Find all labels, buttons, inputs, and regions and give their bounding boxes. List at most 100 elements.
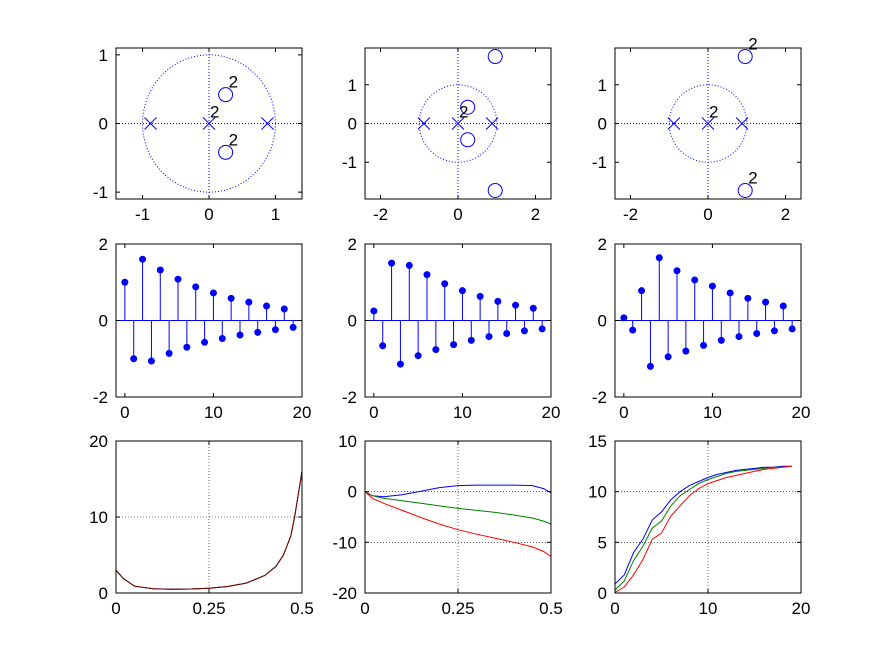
y-tick-label: 0 <box>598 584 607 603</box>
stem-marker <box>735 333 743 341</box>
stem-marker <box>458 287 466 295</box>
plot-area <box>615 465 792 593</box>
pole-multiplicity-label: 2 <box>459 103 468 122</box>
stem-marker <box>638 287 646 295</box>
stem-marker <box>165 349 173 357</box>
zero-multiplicity-label: 2 <box>229 73 238 92</box>
y-tick-label: -2 <box>342 388 357 407</box>
y-tick-label: 0 <box>598 115 607 134</box>
stem-marker <box>753 330 761 338</box>
y-tick-label: -20 <box>332 584 357 603</box>
stem-marker <box>236 331 244 339</box>
x-tick-label: 20 <box>293 403 312 422</box>
stem-marker <box>700 341 708 349</box>
y-tick-label: -2 <box>592 388 607 407</box>
x-tick-label: 0 <box>369 403 378 422</box>
y-tick-label: 10 <box>89 508 108 527</box>
pole-marker <box>451 117 465 130</box>
subplot-2-3: 0 10 20 -2 0 2 <box>592 235 811 422</box>
series-line-2 <box>365 491 551 525</box>
stem-marker <box>629 326 637 334</box>
stem-marker <box>762 298 770 306</box>
plot-area <box>116 255 302 365</box>
subplot-3-3: 0 10 20 0 5 10 15 <box>588 432 810 618</box>
series-line-1 <box>365 484 551 498</box>
stem-marker <box>201 338 209 346</box>
x-tick-label: 0 <box>120 403 129 422</box>
y-tick-label: -10 <box>332 533 357 552</box>
pole-marker <box>261 117 274 130</box>
zero-multiplicity-label: 2 <box>229 130 238 149</box>
stem-marker <box>218 334 226 342</box>
plot-area <box>365 259 551 368</box>
x-tick-label: 2 <box>781 205 790 224</box>
zero-marker <box>737 182 753 198</box>
pole-marker <box>667 117 681 130</box>
x-tick-label: 0 <box>703 205 712 224</box>
y-tick-label: 0 <box>348 312 357 331</box>
stem-marker <box>271 326 279 334</box>
subplot-1-3: 2 2 2 -2 0 2 -1 0 1 <box>592 35 802 224</box>
stem-marker <box>744 294 752 302</box>
stem-marker <box>494 297 502 305</box>
stem-marker <box>770 327 778 335</box>
zero-multiplicity-label: 2 <box>748 35 757 54</box>
y-tick-label: 2 <box>348 235 357 254</box>
stem-marker <box>423 271 431 279</box>
stem-marker <box>379 342 387 350</box>
x-tick-label: 0 <box>453 205 462 224</box>
plot-area <box>615 254 801 370</box>
x-tick-label: 0 <box>610 599 619 618</box>
x-tick-label: 0.25 <box>441 599 474 618</box>
x-tick-label: -1 <box>135 205 150 224</box>
stem-marker <box>476 292 484 300</box>
x-tick-label: 2 <box>531 205 540 224</box>
series-line-3 <box>365 491 551 557</box>
stem-marker <box>691 276 699 284</box>
zero-marker <box>460 99 476 115</box>
zero-multiplicity-label: 2 <box>748 168 757 187</box>
y-tick-label: 2 <box>598 235 607 254</box>
y-tick-label: -1 <box>592 153 607 172</box>
stem-marker <box>673 267 681 275</box>
plot-area <box>365 484 551 557</box>
stem-marker <box>121 278 129 286</box>
stem-marker <box>538 325 546 333</box>
stem-marker <box>432 346 440 354</box>
x-tick-label: -2 <box>623 205 638 224</box>
x-tick-label: 0.5 <box>539 599 563 618</box>
y-tick-label: 15 <box>588 432 607 451</box>
x-tick-label: 10 <box>699 599 718 618</box>
y-tick-label: 20 <box>89 432 108 451</box>
x-tick-label: 0.5 <box>290 599 314 618</box>
zero-marker <box>487 49 503 65</box>
stem-marker <box>139 255 147 263</box>
stem-marker <box>779 302 787 310</box>
stem-marker <box>396 360 404 368</box>
stem-marker <box>254 328 262 336</box>
x-tick-label: 0 <box>111 599 120 618</box>
y-tick-label: 1 <box>598 76 607 95</box>
subplot-1-1: 222-1 0 1-101 <box>93 46 303 224</box>
stem-marker <box>174 275 182 283</box>
x-tick-label: 0.25 <box>192 599 225 618</box>
stem-marker <box>646 362 654 370</box>
subplot-2-2: 0 10 20 -2 0 2 <box>342 235 561 422</box>
y-tick-label: 2 <box>99 235 108 254</box>
pole-multiplicity-label: 2 <box>210 103 219 122</box>
y-tick-label: 10 <box>338 432 357 451</box>
stem-marker <box>289 323 297 331</box>
stem-marker <box>280 305 288 313</box>
y-tick-label: 10 <box>588 483 607 502</box>
x-tick-label: 20 <box>792 599 811 618</box>
series-line-3 <box>116 471 302 590</box>
series-line-3 <box>615 465 792 593</box>
subplot-3-2: 0 0.25 0.5 -20 -10 0 10 <box>332 432 562 618</box>
plot-area <box>116 48 302 199</box>
y-tick-label: -1 <box>342 153 357 172</box>
x-tick-label: 0 <box>619 403 628 422</box>
zero-marker <box>218 87 234 103</box>
plot-area <box>116 471 302 590</box>
stem-marker <box>788 325 796 333</box>
